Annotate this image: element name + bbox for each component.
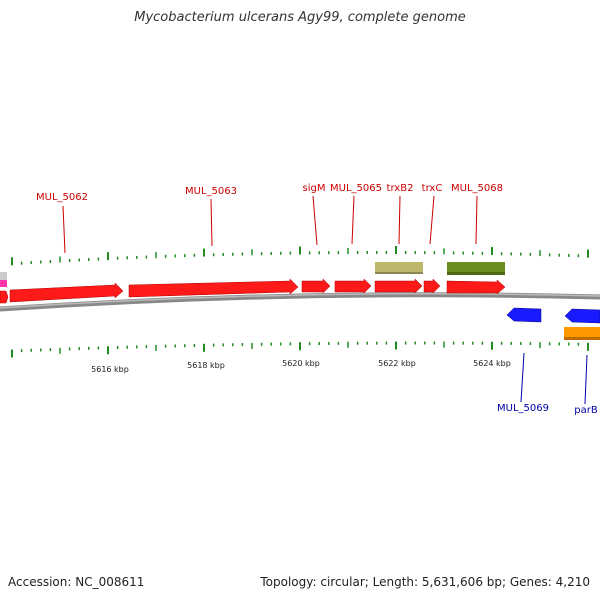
accession-label: Accession: NC_008611 [8,575,145,589]
genome-summary: Topology: circular; Length: 5,631,606 bp… [260,575,590,589]
gene-label: MUL_5065 [330,183,382,194]
gene-arrow [9,282,124,303]
reverse-leader-lines [520,352,588,405]
gene-arrow [301,278,331,294]
gene-label: parB [574,405,598,416]
gene-label: MUL_5068 [451,183,503,194]
gene-arrow [128,278,299,298]
trna-feature-khaki [375,262,423,274]
gene-arrow [0,290,9,304]
scale-tick-label: 5618 kbp [187,361,225,370]
gene-arrow [446,279,506,295]
genome-title: Mycobacterium ulcerans Agy99, complete g… [134,10,466,25]
genome-backbone [0,292,600,312]
rrna-feature-olive-bar [447,272,505,275]
top-ticks [11,245,589,266]
gene-label: sigM [303,183,326,194]
rrna-feature-olive [447,262,505,274]
reverse-gene-arrow [506,307,542,323]
gene-arrow [423,278,441,294]
gene-label: MUL_5062 [36,192,88,203]
forward-leader-lines [62,195,478,254]
gene-label: MUL_5063 [185,186,237,197]
scale-tick-label: 5624 kbp [473,359,511,368]
trna-feature-khaki-bar [375,272,423,274]
genome-backbone-highlight [0,292,600,309]
bottom-ticks [11,341,589,358]
parb-gene-bar [564,327,600,339]
forward-genes [0,278,506,304]
gene-label: MUL_5069 [497,403,549,414]
gene-arrow [334,278,372,294]
scale-tick-label: 5616 kbp [91,365,129,374]
gene-label: trxB2 [387,183,414,194]
parb-gene-bar-shade [564,337,600,340]
scale-tick-label: 5622 kbp [378,359,416,368]
reverse-gene-arrow [564,308,600,324]
gene-arrow [374,278,423,294]
partial-feature-gray [0,272,7,280]
gene-label: trxC [422,183,443,194]
partial-feature-magenta [0,280,7,287]
scale-tick-label: 5620 kbp [282,359,320,368]
